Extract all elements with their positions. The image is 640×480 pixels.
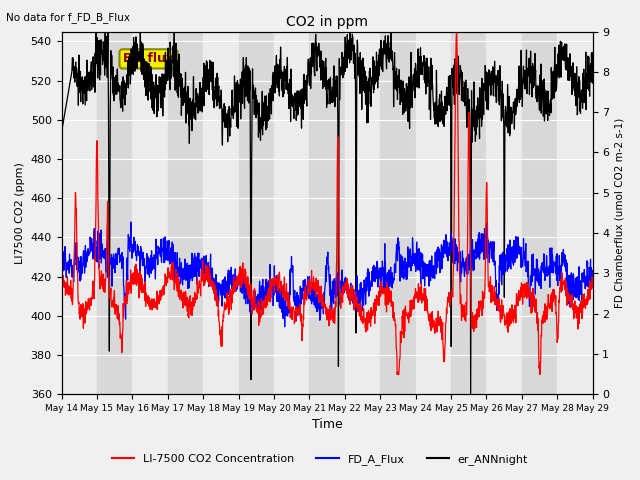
Bar	[274, 32, 309, 394]
Bar	[203, 32, 239, 394]
Bar	[239, 32, 274, 394]
Bar	[168, 32, 203, 394]
Bar	[415, 32, 451, 394]
Bar	[132, 32, 168, 394]
Text: No data for f_FD_B_Flux: No data for f_FD_B_Flux	[6, 12, 131, 23]
Bar	[309, 32, 345, 394]
Bar	[557, 32, 593, 394]
Title: CO2 in ppm: CO2 in ppm	[286, 15, 368, 29]
Bar	[380, 32, 415, 394]
X-axis label: Time: Time	[312, 419, 342, 432]
Bar	[345, 32, 380, 394]
Bar	[451, 32, 486, 394]
Y-axis label: LI7500 CO2 (ppm): LI7500 CO2 (ppm)	[15, 162, 25, 264]
Bar	[61, 32, 97, 394]
Bar	[97, 32, 132, 394]
Bar	[522, 32, 557, 394]
Y-axis label: FD Chamberflux (umol CO2 m-2 s-1): FD Chamberflux (umol CO2 m-2 s-1)	[615, 118, 625, 308]
Text: BA_flux: BA_flux	[123, 52, 175, 65]
Bar	[486, 32, 522, 394]
Legend: LI-7500 CO2 Concentration, FD_A_Flux, er_ANNnight: LI-7500 CO2 Concentration, FD_A_Flux, er…	[108, 450, 532, 469]
